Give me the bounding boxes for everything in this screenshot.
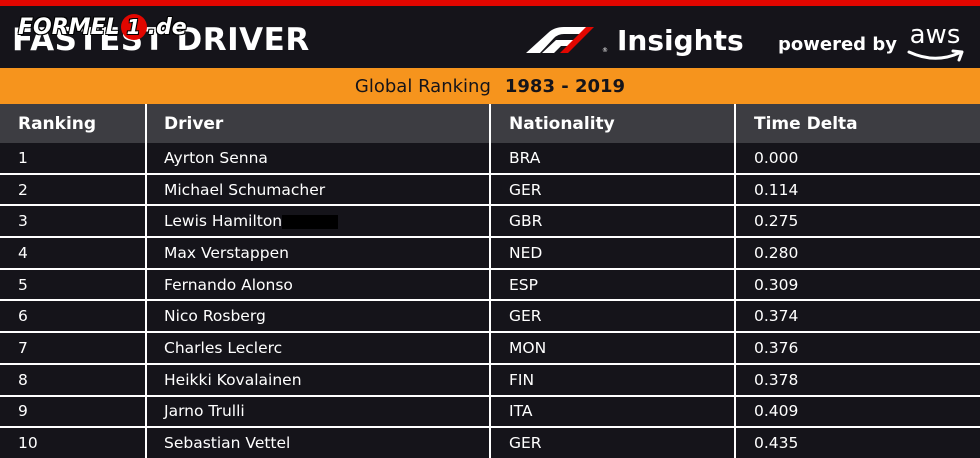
site-logo-part2: .de — [147, 14, 187, 40]
time-delta-cell: 0.114 — [735, 173, 980, 207]
driver-cell: Max Verstappen — [146, 237, 491, 270]
driver-cell: Nico Rosberg — [146, 300, 491, 334]
redaction-block — [282, 214, 339, 229]
time-delta-cell: 0.000 — [735, 143, 980, 175]
driver-cell: Lewis Hamilton — [146, 205, 491, 239]
rank-cell: 2 — [0, 173, 147, 207]
table-row: 3 Lewis Hamilton GBR 0.275 — [0, 205, 980, 239]
aws-smile-icon — [907, 49, 964, 62]
table-row: 2 Michael Schumacher GER 0.114 — [0, 173, 980, 207]
rank-cell: 9 — [0, 395, 147, 429]
time-delta-cell: 0.376 — [735, 332, 980, 365]
rank-cell: 8 — [0, 363, 147, 397]
rank-cell: 10 — [0, 427, 147, 458]
nationality-cell: ESP — [490, 268, 736, 302]
driver-cell: Fernando Alonso — [146, 268, 491, 302]
site-logo-badge: 1 — [120, 14, 147, 40]
aws-logo: aws — [903, 20, 967, 66]
rank-cell: 3 — [0, 205, 147, 239]
f1-logo-icon: ® — [526, 27, 608, 53]
driver-cell: Charles Leclerc — [146, 332, 491, 365]
nationality-cell: ITA — [490, 395, 736, 429]
time-delta-cell: 0.309 — [735, 268, 980, 302]
driver-cell: Sebastian Vettel — [146, 427, 491, 458]
rank-cell: 1 — [0, 143, 147, 175]
nationality-cell: GBR — [490, 205, 736, 239]
table-row: 5 Fernando Alonso ESP 0.309 — [0, 268, 980, 302]
rank-cell: 6 — [0, 300, 147, 334]
time-delta-cell: 0.378 — [735, 363, 980, 397]
page-title: FASTEST DRIVER — [12, 22, 310, 58]
table-row: 10 Sebastian Vettel GER 0.435 — [0, 427, 980, 458]
global-ranking-bar: Global Ranking 1983 - 2019 — [0, 68, 980, 104]
global-ranking-label: Global Ranking — [354, 75, 491, 97]
table-row: 6 Nico Rosberg GER 0.374 — [0, 300, 980, 334]
driver-cell: Heikki Kovalainen — [146, 363, 491, 397]
table-row: 7 Charles Leclerc MON 0.376 — [0, 332, 980, 365]
column-header-nationality: Nationality — [490, 104, 736, 143]
driver-cell: Jarno Trulli — [146, 395, 491, 429]
table-row: 4 Max Verstappen NED 0.280 — [0, 237, 980, 270]
table-row: 9 Jarno Trulli ITA 0.409 — [0, 395, 980, 429]
nationality-cell: MON — [490, 332, 736, 365]
nationality-cell: GER — [490, 427, 736, 458]
table-row: 8 Heikki Kovalainen FIN 0.378 — [0, 363, 980, 397]
nationality-cell: FIN — [490, 363, 736, 397]
time-delta-cell: 0.409 — [735, 395, 980, 429]
site-logo-part1: FORMEL — [18, 14, 120, 40]
svg-text:®: ® — [602, 47, 608, 53]
insights-label: Insights — [617, 24, 744, 57]
driver-cell: Michael Schumacher — [146, 173, 491, 207]
rank-cell: 4 — [0, 237, 147, 270]
nationality-cell: NED — [490, 237, 736, 270]
top-accent-bar — [0, 0, 980, 6]
time-delta-cell: 0.435 — [735, 427, 980, 458]
ranking-table: Ranking Driver Nationality Time Delta 1 … — [0, 104, 980, 458]
column-header-driver: Driver — [146, 104, 491, 143]
driver-name: Lewis Hamilton — [164, 212, 283, 231]
nationality-cell: BRA — [490, 143, 736, 175]
rank-cell: 7 — [0, 332, 147, 365]
rank-cell: 5 — [0, 268, 147, 302]
nationality-cell: GER — [490, 173, 736, 207]
aws-logo-text: aws — [909, 20, 961, 50]
site-logo: FORMEL 1 .de — [18, 12, 187, 42]
driver-cell: Ayrton Senna — [146, 143, 491, 175]
powered-by-label: powered by — [778, 34, 897, 55]
table-header-row: Ranking Driver Nationality Time Delta — [0, 104, 980, 143]
nationality-cell: GER — [490, 300, 736, 334]
time-delta-cell: 0.280 — [735, 237, 980, 270]
table-row: 1 Ayrton Senna BRA 0.000 — [0, 143, 980, 175]
header: FASTEST DRIVER FORMEL 1 .de ® Insights p… — [0, 6, 980, 68]
global-ranking-years: 1983 - 2019 — [504, 75, 626, 97]
time-delta-cell: 0.374 — [735, 300, 980, 334]
time-delta-cell: 0.275 — [735, 205, 980, 239]
column-header-time-delta: Time Delta — [735, 104, 980, 143]
column-header-ranking: Ranking — [0, 104, 147, 143]
